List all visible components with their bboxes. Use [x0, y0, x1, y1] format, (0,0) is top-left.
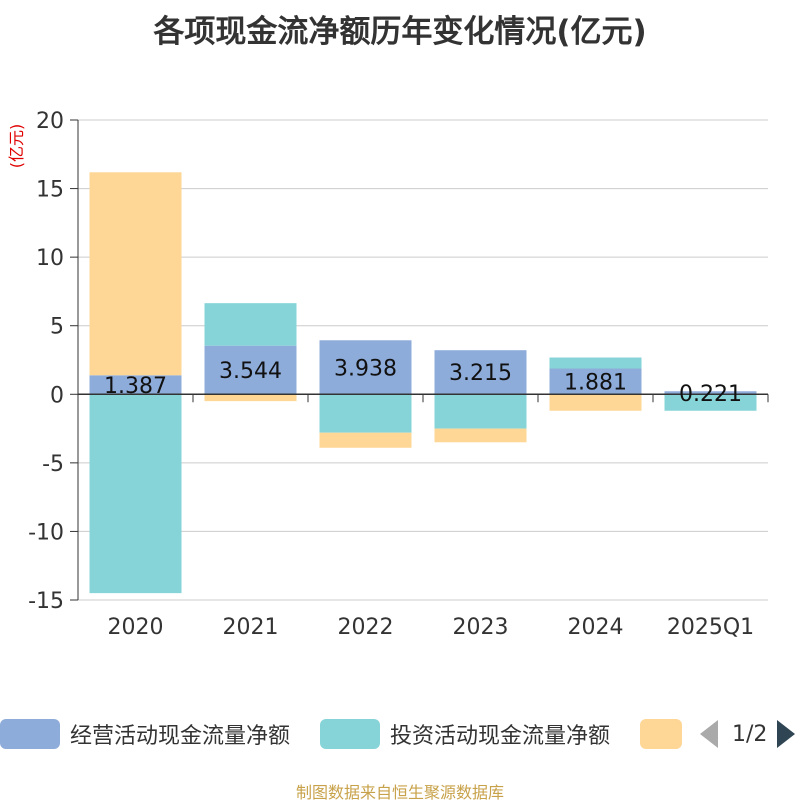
bar-operating-2020 — [89, 375, 182, 395]
data-source: 制图数据来自恒生聚源数据库 — [295, 783, 504, 802]
y-tick-label: 15 — [36, 178, 64, 203]
bar-financing-2020 — [89, 172, 182, 376]
data-label: 3.215 — [449, 361, 512, 386]
data-label: 1.881 — [564, 370, 627, 395]
bar-investing-2024 — [549, 357, 642, 369]
y-tick-label: 20 — [36, 109, 64, 134]
bar-investing-2022 — [319, 394, 412, 433]
y-axis-label: (亿元) — [7, 124, 26, 169]
bar-operating-2024 — [549, 368, 642, 395]
bar-financing-2022 — [319, 432, 412, 448]
y-tick-label: 0 — [50, 383, 64, 408]
bar-investing-2025Q1 — [664, 394, 757, 411]
bar-operating-2021 — [204, 345, 297, 395]
y-tick-label: -10 — [28, 520, 64, 545]
legend-pager: 1/2 — [700, 716, 796, 752]
legend-swatch-operating — [0, 719, 60, 749]
data-label: 3.544 — [219, 359, 282, 384]
x-tick-label: 2023 — [453, 615, 509, 640]
legend-label-investing: 投资活动现金流量净额 — [390, 724, 611, 749]
bar-investing-2021 — [204, 303, 297, 346]
legend-swatch-investing — [320, 719, 380, 749]
y-tick-label: -15 — [28, 589, 64, 614]
legend: 经营活动现金流量净额 投资活动现金流量净额 1/2 — [0, 716, 800, 752]
x-tick-label: 2024 — [568, 615, 624, 640]
bar-operating-2022 — [319, 340, 412, 395]
y-tick-label: 10 — [36, 246, 64, 271]
bar-financing-2021 — [204, 394, 297, 402]
chart-area: 20 15 10 5 0 -5 -10 -15 (亿元) 1.387 3.544 3.938 3.215… — [7, 109, 769, 640]
y-tick-label: -5 — [42, 452, 64, 477]
x-tick-label: 2020 — [108, 615, 164, 640]
legend-swatch-financing — [640, 719, 682, 749]
bar-financing-2023 — [434, 428, 527, 443]
legend-item-operating[interactable]: 经营活动现金流量净额 — [0, 716, 290, 752]
data-label: 0.221 — [679, 382, 742, 407]
legend-item-investing[interactable]: 投资活动现金流量净额 — [320, 716, 610, 752]
legend-page-indicator: 1/2 — [732, 721, 768, 747]
x-tick-label: 2021 — [223, 615, 279, 640]
bar-operating-2023 — [434, 350, 527, 395]
bar-operating-2025Q1 — [664, 391, 757, 395]
legend-label-operating: 经营活动现金流量净额 — [70, 724, 291, 749]
legend-item-financing[interactable] — [640, 716, 682, 752]
bar-financing-2024 — [549, 394, 642, 411]
bar-investing-2023 — [434, 394, 527, 429]
x-tick-label: 2025Q1 — [667, 615, 754, 640]
data-label: 3.938 — [334, 356, 397, 381]
x-tick-label: 2022 — [338, 615, 394, 640]
bar-investing-2020 — [89, 394, 182, 594]
legend-prev-icon[interactable] — [700, 720, 718, 748]
chart-title: 各项现金流净额历年变化情况(亿元) — [153, 14, 647, 50]
y-tick-label: 5 — [50, 315, 64, 340]
legend-next-icon[interactable] — [777, 720, 796, 748]
data-label: 1.387 — [104, 374, 167, 399]
